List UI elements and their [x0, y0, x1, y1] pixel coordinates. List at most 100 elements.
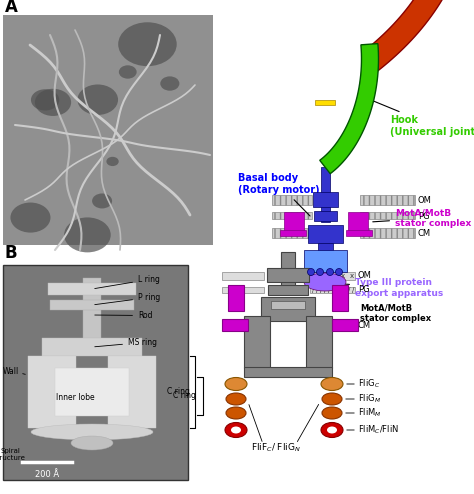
Ellipse shape	[10, 203, 51, 233]
Text: /: /	[336, 287, 338, 293]
Text: 200 Å: 200 Å	[35, 470, 59, 479]
Text: x: x	[350, 273, 354, 279]
Bar	[310, 272, 355, 280]
Text: Type III protein
export apparatus: Type III protein export apparatus	[333, 278, 443, 298]
Text: FliM$_C$/FliN: FliM$_C$/FliN	[358, 424, 399, 436]
Text: FliG$_M$: FliG$_M$	[358, 393, 381, 405]
Bar	[28, 356, 76, 428]
Bar	[261, 297, 315, 321]
Bar	[332, 285, 348, 311]
Bar	[244, 316, 270, 368]
Ellipse shape	[231, 426, 241, 434]
Ellipse shape	[77, 84, 118, 115]
Text: C ring: C ring	[167, 387, 190, 397]
Bar	[228, 322, 263, 328]
Text: /: /	[348, 287, 350, 293]
Bar	[318, 243, 333, 251]
Bar	[284, 212, 304, 234]
Bar	[50, 300, 134, 310]
Ellipse shape	[160, 77, 179, 91]
Text: OM: OM	[418, 196, 432, 205]
Bar	[310, 287, 355, 293]
Text: x: x	[323, 273, 327, 279]
Bar	[267, 268, 309, 282]
Bar	[310, 322, 355, 328]
Text: Basal body
(Rotary motor): Basal body (Rotary motor)	[238, 173, 319, 216]
Bar	[222, 272, 264, 280]
Text: C ring: C ring	[173, 392, 196, 401]
Bar	[306, 316, 332, 368]
Text: B: B	[5, 244, 18, 262]
Text: Inner lobe: Inner lobe	[55, 393, 94, 402]
Bar	[272, 228, 312, 238]
Polygon shape	[320, 43, 379, 174]
Text: /: /	[328, 287, 330, 293]
Ellipse shape	[31, 424, 153, 440]
Bar	[360, 228, 415, 238]
Bar	[222, 319, 248, 331]
Bar	[280, 230, 306, 236]
Text: Wall: Wall	[3, 367, 19, 375]
Text: MotA/MotB
stator complex: MotA/MotB stator complex	[373, 208, 471, 228]
Bar	[360, 195, 415, 205]
Text: FliG$_C$: FliG$_C$	[358, 378, 380, 390]
Text: /: /	[312, 287, 314, 293]
Ellipse shape	[71, 436, 113, 450]
Ellipse shape	[321, 377, 343, 390]
Text: /: /	[320, 287, 322, 293]
Bar	[360, 212, 415, 219]
Bar	[272, 195, 312, 205]
Ellipse shape	[321, 422, 343, 438]
Bar	[313, 192, 338, 207]
Bar	[332, 319, 358, 331]
Ellipse shape	[308, 269, 315, 276]
Ellipse shape	[322, 407, 342, 419]
Text: CM: CM	[418, 229, 431, 238]
Bar	[48, 283, 136, 295]
Ellipse shape	[106, 157, 118, 166]
Ellipse shape	[225, 377, 247, 390]
Ellipse shape	[225, 422, 247, 438]
Bar	[304, 250, 347, 272]
Ellipse shape	[226, 393, 246, 405]
Bar	[108, 356, 156, 428]
Ellipse shape	[119, 65, 137, 79]
Text: Spiral
structure: Spiral structure	[0, 449, 26, 461]
Bar	[222, 287, 264, 293]
Text: x: x	[341, 273, 345, 279]
Bar	[55, 368, 129, 416]
Bar	[346, 230, 372, 236]
Text: Hook
(Universal joint): Hook (Universal joint)	[368, 99, 474, 137]
Text: /: /	[352, 287, 354, 293]
Text: FliF$_C$/ FliG$_N$: FliF$_C$/ FliG$_N$	[251, 442, 301, 454]
Text: FliM$_M$: FliM$_M$	[358, 407, 382, 419]
Ellipse shape	[92, 194, 112, 208]
Text: PG: PG	[418, 211, 429, 220]
Ellipse shape	[322, 393, 342, 405]
Bar	[3, 265, 188, 480]
Text: /: /	[316, 287, 318, 293]
Polygon shape	[362, 0, 473, 72]
Bar	[228, 285, 244, 311]
Bar	[315, 100, 335, 105]
Ellipse shape	[226, 407, 246, 419]
Bar	[348, 212, 368, 234]
Bar	[321, 167, 330, 222]
Text: PG: PG	[358, 286, 370, 294]
Bar	[83, 278, 101, 350]
Text: /: /	[324, 287, 326, 293]
Bar	[272, 212, 312, 219]
Bar	[281, 252, 295, 294]
Text: x: x	[314, 273, 318, 279]
Ellipse shape	[31, 89, 59, 111]
Bar	[244, 367, 332, 377]
Text: L ring: L ring	[95, 275, 160, 288]
Text: OM: OM	[358, 272, 372, 281]
Bar	[3, 15, 213, 245]
Ellipse shape	[304, 273, 346, 291]
Text: CM: CM	[358, 321, 371, 329]
Text: Rod: Rod	[95, 311, 153, 320]
Ellipse shape	[35, 89, 71, 116]
Text: Filament
(Screw): Filament (Screw)	[0, 493, 1, 494]
Text: /: /	[340, 287, 342, 293]
